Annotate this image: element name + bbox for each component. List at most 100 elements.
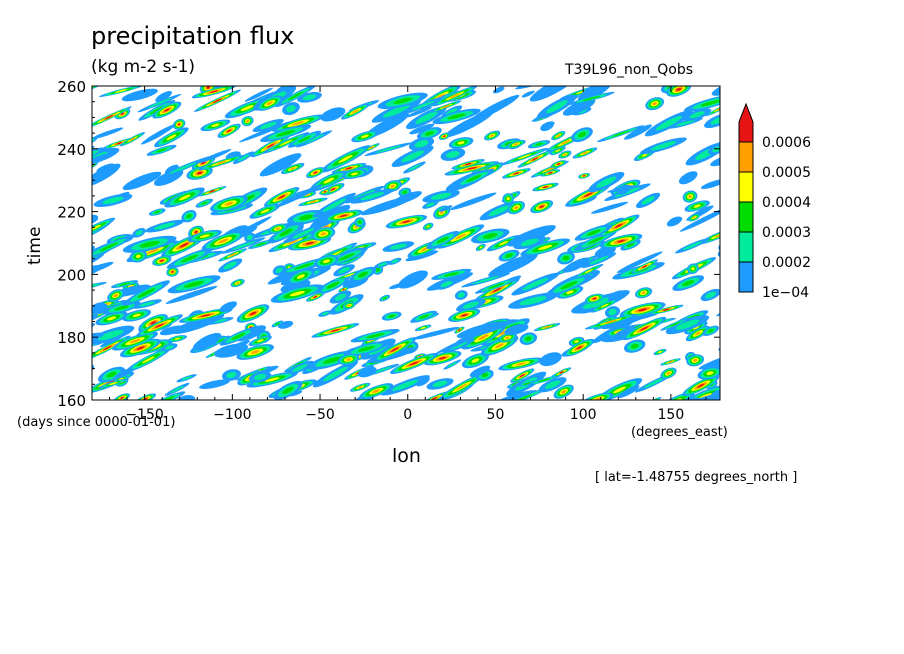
precip-contour [492,390,538,400]
precip-cell [267,221,305,244]
precip-contour [92,244,95,262]
precip-contour [521,90,535,98]
precip-cell [329,290,352,304]
precip-contour [693,358,698,362]
precip-contour [455,233,467,240]
precip-cell [136,314,183,337]
precip-contour [492,287,502,293]
precip-contour [402,190,408,194]
precip-cell [218,248,248,262]
precip-contour [177,123,181,126]
precip-contour [155,90,172,103]
precip-contour [478,334,489,340]
precip-contour [71,250,83,257]
colorbar-label: 0.0005 [762,165,811,181]
precip-cell [682,190,698,203]
precip-cell [260,124,312,143]
precip-cell [194,89,241,112]
precip-contour [612,325,636,340]
precip-contour [710,116,720,125]
precip-cell [456,321,509,339]
precip-contour [542,186,549,188]
precip-contour [174,337,181,340]
precip-cell [572,147,598,159]
precip-contour [643,377,665,389]
precip-cell [502,193,514,205]
precip-cell [320,107,346,122]
precip-contour [641,196,655,205]
precip-cell [550,160,567,168]
precip-contour [607,290,626,303]
precip-contour [723,245,729,249]
precip-cell [187,229,222,243]
precip-contour [360,196,413,216]
precip-cell [508,292,558,309]
y-tick-label: 260 [57,78,86,96]
precip-cell [360,196,413,216]
precip-contour [201,201,208,205]
precip-contour [390,347,399,352]
precip-cell [268,232,317,253]
precip-cell [134,393,157,400]
precip-contour [641,291,646,295]
precip-contour [600,303,609,308]
precip-cell [337,353,360,366]
precip-contour [449,341,468,350]
precip-contour [723,345,729,349]
precip-cell [539,352,562,367]
precip-contour [266,101,273,105]
precip-cell [510,368,535,383]
precip-contour [443,272,459,277]
precip-cell [241,115,254,127]
precip-contour [71,256,86,263]
precip-contour [139,301,156,307]
precip-cell [435,333,481,355]
precip-cell [432,108,481,125]
precip-contour [146,248,159,254]
precip-cell [218,258,243,273]
precip-cell [486,235,521,252]
precip-cell [92,332,105,346]
precip-cell [588,171,625,193]
precip-contour [409,361,419,366]
precip-contour [231,332,246,340]
precip-contour [545,167,555,172]
precip-contour [438,205,453,212]
precip-cell [616,251,663,273]
precip-contour [624,124,652,140]
precip-contour [604,319,618,324]
precip-cell [354,217,366,227]
precip-contour [292,228,315,239]
precip-contour [180,254,199,263]
precip-contour [482,233,498,239]
precip-cell [282,102,300,116]
precip-cell [247,239,275,249]
precip-cell [557,251,575,265]
precip-cell [551,130,566,141]
precip-contour [640,326,649,331]
precip-contour [74,177,81,181]
precip-contour [719,369,735,382]
precip-contour [444,110,494,138]
precip-contour [186,213,192,219]
precip-cell [152,255,172,266]
precip-contour [405,250,439,262]
precip-cell [342,301,356,310]
precip-cell [200,119,231,132]
precip-contour [682,280,695,287]
precip-contour [449,192,497,211]
precip-contour [106,316,117,321]
precip-cell [198,186,227,197]
precip-contour [254,373,267,381]
x-axis-units: (degrees_east) [631,425,728,440]
precip-cell [517,380,538,387]
x-tick-label: −50 [305,407,335,423]
precip-contour [344,273,355,278]
precip-contour [275,267,283,274]
precip-contour [418,314,430,319]
precip-cell [553,384,574,399]
precip-contour [345,167,353,170]
precip-cell [160,343,178,352]
precip-contour [181,375,193,381]
precip-contour [543,325,551,329]
